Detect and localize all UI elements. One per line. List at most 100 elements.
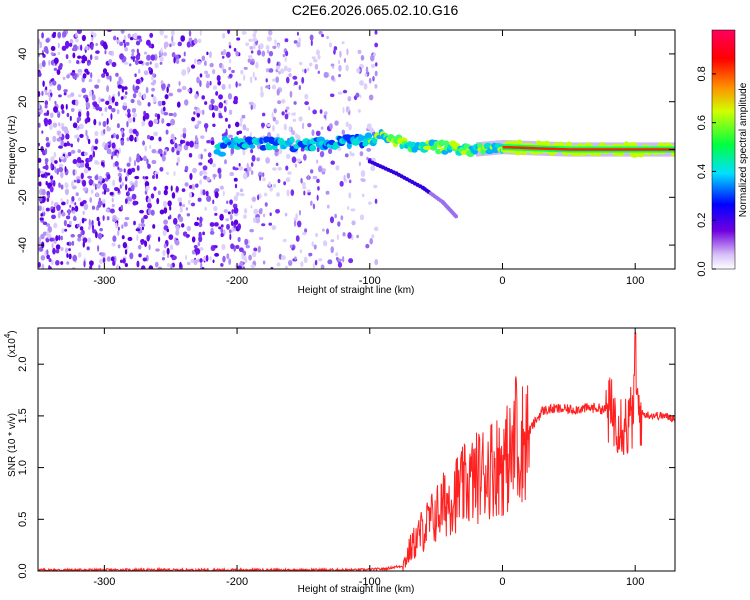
spectrogram-cell [228,229,232,234]
spectrogram-cell [119,184,122,189]
spectrogram-cell [101,112,104,117]
spectrogram-cell [251,196,257,203]
spectrogram-cell [329,93,335,98]
spectrogram-cell [38,261,41,268]
spectrogram-cell [157,148,163,155]
spectrogram-cell [162,229,167,236]
spectrogram-cell [121,85,125,93]
spectrogram-cell [236,37,241,41]
spectrogram-cell [235,81,238,88]
spectrogram-cell [76,179,81,184]
spectrogram-cell [303,256,308,264]
spectrogram-cell [41,60,46,68]
spectrogram-cell [280,68,285,74]
spectrogram-cell [272,124,275,132]
spectrogram-cell [84,118,88,124]
spectrogram-cell [204,206,207,211]
spectrogram-cell [242,124,247,131]
spectrogram-cell [170,30,175,37]
spectrogram-cell [304,68,307,74]
spectrogram-cell [38,173,41,178]
spectrogram-cell [72,122,78,129]
spectrogram-cell [365,66,369,73]
spectrogram-cell [265,85,270,89]
spectrogram-cell [178,216,184,223]
spectrogram-cell [104,106,108,113]
spectrogram-cell [38,142,41,147]
snr-scale-prefix: (x10 [7,338,18,358]
spectrogram-cell [56,69,61,75]
spectrogram-cell [143,70,149,76]
spectrogram-cell [206,140,211,144]
spectrogram-cell [120,204,124,211]
spectrogram-cell [124,176,128,182]
spectrogram-cell [218,226,222,230]
spectrogram-cell [293,40,298,44]
colorbar-tick-label: 0.8 [696,66,708,81]
spectrogram-cell [184,99,189,106]
spectrogram-cell [316,159,319,164]
spectrogram-cell [214,105,219,112]
spectrogram-cell [180,35,186,42]
spectrogram-cell [64,166,67,173]
spectrogram-cell [359,151,364,157]
spectrogram-cell [63,142,68,147]
spectrogram-cell [269,212,272,217]
spectrogram-cell [46,254,50,260]
spectrogram-cell [193,245,198,249]
spectrogram-cell [120,30,125,34]
spectrogram-cell [374,198,378,204]
spectrogram-cell [371,234,375,239]
spectrogram-cell [174,54,180,61]
spectrogram-ytick-label: -20 [17,189,29,205]
spectrogram-cell [65,215,71,220]
spectrogram-cell [322,240,328,247]
spectrogram-cell [315,232,319,238]
spectrogram-cell [226,200,229,205]
spectrogram-cell [355,92,360,98]
spectrogram-cell [311,241,314,247]
spectrogram-cell [163,43,167,50]
spectrogram-cell [360,178,366,183]
spectrogram-cell [302,232,307,236]
spectrogram-cell [325,190,330,195]
spectrogram-cell [277,178,281,184]
snr-ytick-label: 1.5 [17,408,29,423]
spectrogram-cell [83,151,88,156]
spectrogram-cell [127,236,133,242]
spectrogram-cell [200,135,205,139]
spectrogram-cell [38,90,41,98]
spectrogram-cell [170,133,175,140]
spectrogram-cell [203,122,209,129]
spectrogram-cell [122,241,128,249]
spectrogram-cell [88,225,91,230]
spectrogram-cell [139,157,143,161]
spectrogram-cell [285,165,289,171]
spectrogram-cell [196,258,200,263]
spectrogram-cell [189,140,194,148]
spectrogram-cell [262,260,266,265]
spectrogram-cell [205,254,209,262]
spectrogram-cell [123,61,129,65]
spectrogram-cell [238,162,241,167]
spectrogram-cell [228,109,233,115]
spectrogram-cell [295,235,300,242]
spectrogram-cell [67,208,71,216]
spectrogram-heatmap [38,30,675,269]
spectrogram-cell [163,206,168,214]
spectrogram-cell [135,228,141,232]
spectrogram-cell [239,193,245,197]
spectrogram-cell [342,90,348,94]
spectrogram-cell [91,224,95,231]
spectrogram-cell [83,203,89,211]
spectrogram-cell [89,260,94,266]
spectrogram-cell [313,58,318,63]
spectrogram-cell [351,220,356,226]
spectrogram-cell [209,230,215,235]
spectrogram-cell [210,98,215,105]
spectrogram-cell [169,214,172,220]
spectrogram-cell [252,37,258,42]
spectrogram-cell [41,263,45,269]
spectrogram-cell [293,101,297,105]
